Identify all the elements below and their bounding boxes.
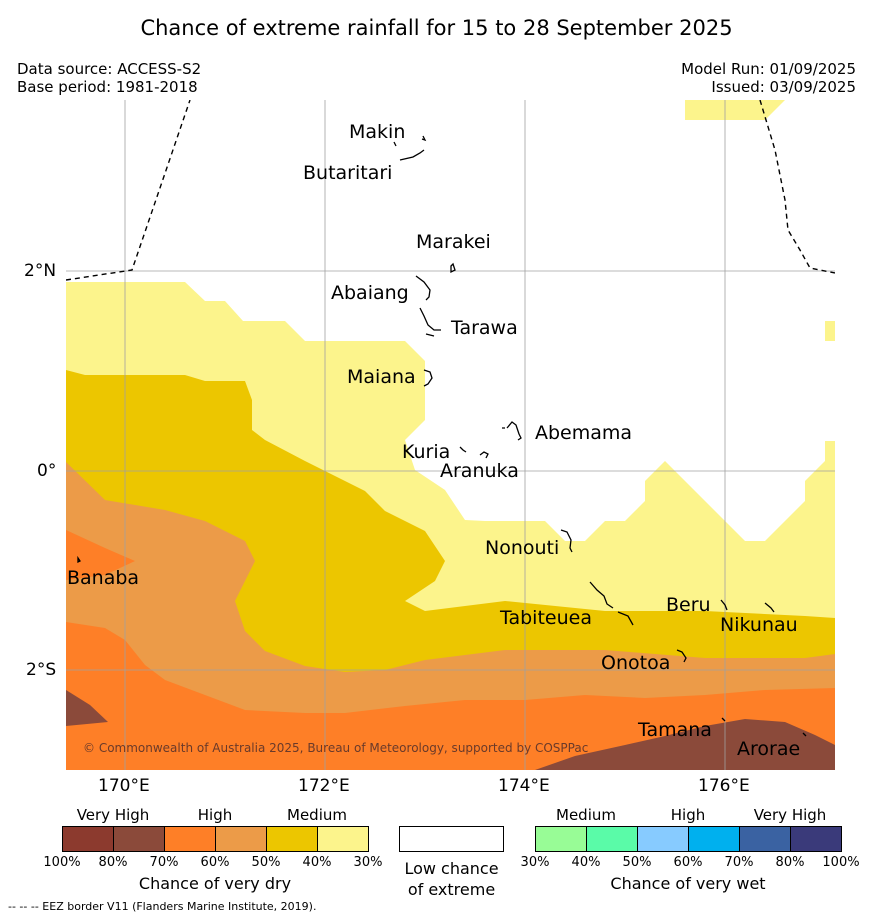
low-chance-label-line2: of extreme	[407, 880, 496, 899]
island-tamana	[721, 717, 726, 722]
lon-label-176e: 176°E	[698, 776, 750, 796]
low-chance-swatch	[399, 826, 504, 852]
dry-swatch-1	[62, 826, 114, 852]
dry-tick-6: 40%	[302, 855, 332, 870]
copyright-notice: © Commonwealth of Australia 2025, Bureau…	[83, 741, 589, 755]
wet-swatch-5	[739, 826, 791, 852]
dry-70-80-west	[66, 690, 108, 726]
dry-30-40-patch	[825, 321, 835, 341]
place-label-beru: Beru	[666, 594, 711, 616]
island-tarawa	[419, 307, 441, 337]
wet-category-high: High	[670, 806, 706, 824]
island-onotoa	[676, 649, 687, 663]
wet-category-medium: Medium	[556, 806, 616, 824]
dry-tick-4: 60%	[200, 855, 230, 870]
island-arorae	[802, 732, 807, 737]
eez-border	[66, 100, 835, 281]
place-label-tamana: Tamana	[638, 719, 712, 741]
eez-footnote: -- -- -- EEZ border V11 (Flanders Marine…	[8, 900, 317, 913]
dry-30-40-top	[685, 100, 785, 120]
lon-label-170e: 170°E	[98, 776, 150, 796]
island-marakei	[450, 262, 456, 274]
lat-label-2n: 2°N	[24, 261, 57, 281]
place-label-nonouti: Nonouti	[485, 537, 560, 559]
islands	[77, 135, 807, 737]
wet-swatch-2	[586, 826, 638, 852]
dry-60-70-region	[66, 622, 835, 770]
place-label-aranuka: Aranuka	[440, 460, 519, 482]
island-abaiang	[415, 275, 431, 301]
island-kuria	[459, 446, 467, 453]
dry-tick-3: 70%	[149, 855, 179, 870]
island-beru	[720, 599, 728, 611]
wet-tick-2: 40%	[571, 855, 601, 870]
wet-legend-caption: Chance of very wet	[610, 874, 766, 893]
place-label-abaiang: Abaiang	[331, 282, 409, 304]
wet-swatch-4	[688, 826, 740, 852]
dry-tick-7: 30%	[353, 855, 383, 870]
dry-50-60-region	[66, 462, 835, 770]
island-aranuka	[479, 451, 489, 459]
data-source-label: Data source: ACCESS-S2	[17, 60, 202, 78]
dry-swatch-5	[266, 826, 318, 852]
place-label-makin: Makin	[349, 121, 406, 143]
island-abemama	[502, 421, 522, 441]
island-banaba	[77, 555, 81, 564]
dry-swatch-4	[215, 826, 267, 852]
dry-tick-1: 100%	[43, 855, 81, 870]
place-label-abemama: Abemama	[535, 422, 633, 444]
wet-tick-1: 30%	[520, 855, 550, 870]
wet-category-very-high: Very High	[753, 806, 827, 824]
dry-60-70-west	[66, 530, 135, 580]
dry-legend-caption: Chance of very dry	[138, 874, 292, 893]
model-run-label: Model Run: 01/09/2025	[681, 60, 856, 78]
dry-swatch-2	[113, 826, 165, 852]
wet-tick-5: 70%	[724, 855, 754, 870]
wet-tick-7: 100%	[822, 855, 860, 870]
dry-swatch-6	[317, 826, 369, 852]
lat-label-equator: 0°	[37, 461, 57, 481]
island-butaritari	[393, 141, 425, 161]
place-label-butaritari: Butaritari	[303, 162, 393, 184]
dry-tick-2: 80%	[98, 855, 128, 870]
dry-swatch-3	[164, 826, 216, 852]
dry-category-very-high: Very High	[76, 806, 150, 824]
base-period-label: Base period: 1981-2018	[17, 78, 198, 96]
island-makin	[421, 135, 427, 142]
wet-tick-4: 60%	[673, 855, 703, 870]
wet-swatch-6	[790, 826, 842, 852]
wet-swatch-3	[637, 826, 689, 852]
dry-70-80-region	[535, 719, 835, 770]
dry-category-high: High	[197, 806, 233, 824]
island-maiana	[423, 369, 433, 387]
map-title: Chance of extreme rainfall for 15 to 28 …	[140, 16, 733, 40]
lat-label-2s: 2°S	[26, 660, 57, 680]
island-tabiteuea	[589, 581, 634, 626]
place-label-tabiteuea: Tabiteuea	[500, 607, 592, 629]
place-label-tarawa: Tarawa	[451, 317, 518, 339]
lon-label-172e: 172°E	[298, 776, 350, 796]
dry-tick-5: 50%	[251, 855, 281, 870]
island-nonouti	[560, 529, 573, 553]
wet-tick-3: 50%	[622, 855, 652, 870]
place-label-marakei: Marakei	[416, 231, 491, 253]
place-label-banaba: Banaba	[67, 567, 140, 589]
place-label-nikunau: Nikunau	[720, 614, 798, 636]
low-chance-label-line1: Low chance	[404, 859, 499, 878]
wet-tick-6: 80%	[775, 855, 805, 870]
wet-swatch-1	[535, 826, 587, 852]
place-label-kuria: Kuria	[402, 441, 451, 463]
place-label-onotoa: Onotoa	[601, 652, 671, 674]
lon-label-174e: 174°E	[498, 776, 550, 796]
place-label-arorae: Arorae	[737, 738, 801, 760]
issued-label: Issued: 03/09/2025	[711, 78, 856, 96]
island-nikunau	[764, 602, 775, 613]
place-label-maiana: Maiana	[347, 366, 416, 388]
dry-category-medium: Medium	[287, 806, 347, 824]
